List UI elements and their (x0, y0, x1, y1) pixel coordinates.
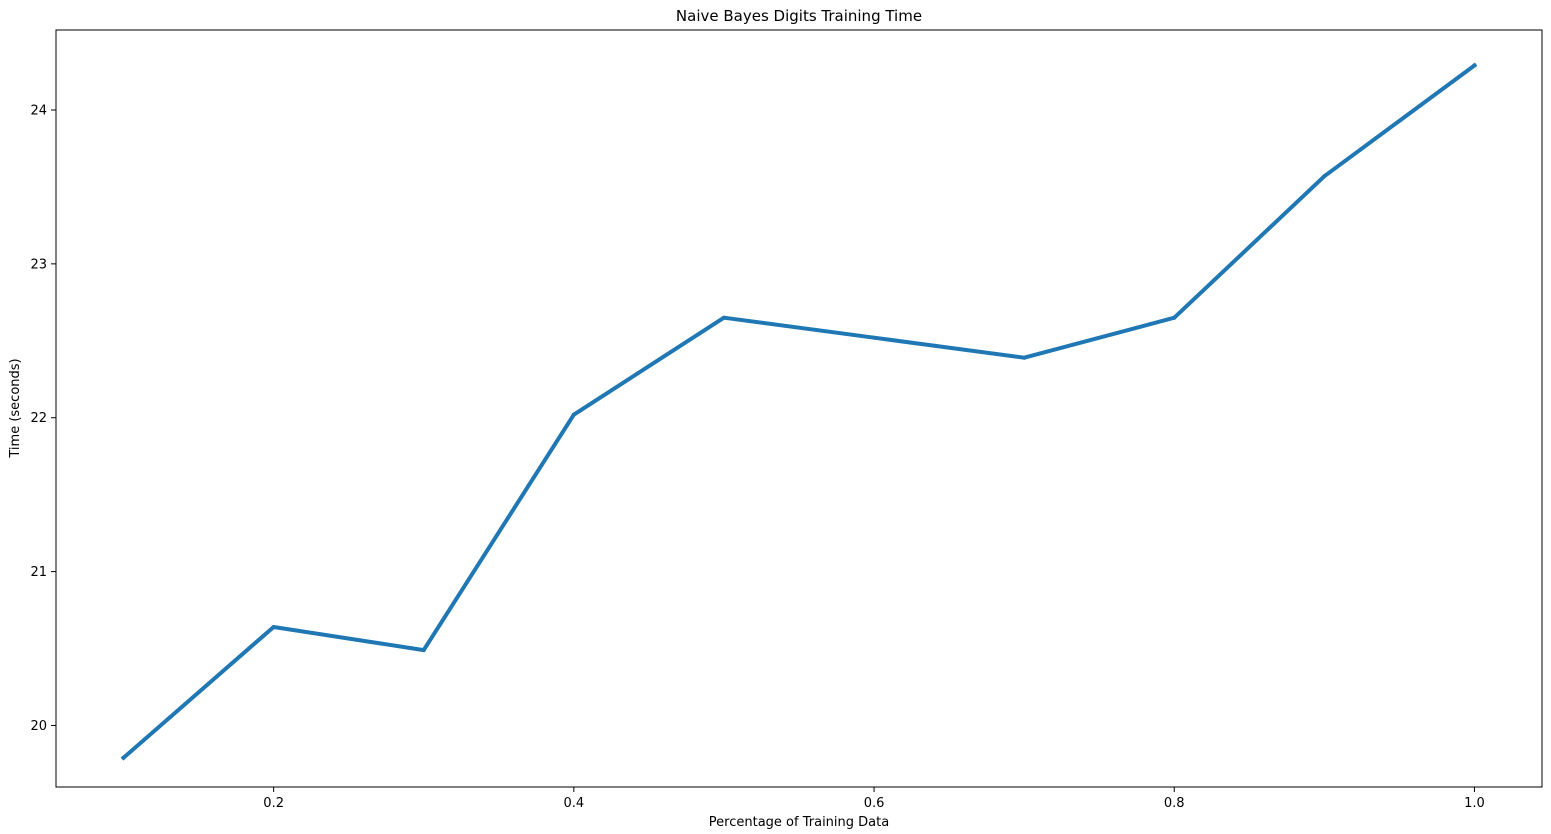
data-point (121, 755, 126, 760)
series-line (120, 62, 1478, 761)
data-point (1472, 63, 1477, 68)
data-point (571, 412, 576, 417)
chart-title: Naive Bayes Digits Training Time (676, 7, 922, 25)
series-layer (120, 62, 1478, 761)
y-axis-ticks: 20 21 22 23 24 (30, 104, 56, 734)
plot-area (55, 29, 1543, 788)
data-point (1022, 355, 1027, 360)
y-tick-label: 24 (30, 104, 47, 119)
data-point (271, 624, 276, 629)
x-tick-label: 0.8 (1164, 796, 1185, 811)
x-axis-ticks: 0.2 0.4 0.6 0.8 1.0 (263, 787, 1485, 811)
y-tick-label: 20 (30, 719, 47, 734)
y-axis-title: Time (seconds) (8, 358, 23, 458)
y-tick-label: 22 (30, 411, 47, 426)
x-tick-label: 0.2 (263, 796, 284, 811)
data-point (721, 315, 726, 320)
x-axis-title: Percentage of Training Data (709, 815, 889, 830)
data-point (872, 335, 877, 340)
data-point (1322, 174, 1327, 179)
y-tick-label: 23 (30, 257, 47, 272)
data-point (421, 648, 426, 653)
x-tick-label: 0.6 (864, 796, 885, 811)
x-tick-label: 1.0 (1464, 796, 1485, 811)
data-point (1172, 315, 1177, 320)
x-tick-label: 0.4 (564, 796, 585, 811)
y-tick-label: 21 (30, 565, 47, 580)
